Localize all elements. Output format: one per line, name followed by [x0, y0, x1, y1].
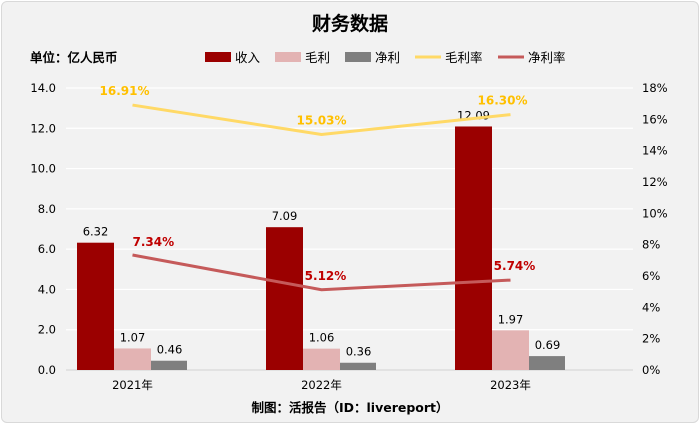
y-right-tick-label: 8% [642, 238, 660, 252]
y-left-tick-label: 14.0 [30, 81, 56, 95]
y-right-tick-label: 0% [642, 363, 660, 377]
bar-毛利-2023年 [492, 330, 529, 370]
bar-value-label: 1.97 [498, 312, 524, 326]
bar-value-label: 1.06 [309, 331, 335, 345]
bar-value-label: 0.36 [346, 345, 372, 359]
y-right-tick-label: 6% [642, 269, 660, 283]
legend-swatch [275, 52, 301, 62]
legend-swatch [205, 52, 231, 62]
line-value-label: 5.74% [494, 259, 536, 273]
bar-value-label: 0.46 [157, 343, 183, 357]
bar-收入-2022年 [266, 227, 303, 370]
legend-swatch [345, 52, 371, 62]
y-left-tick-label: 4.0 [38, 282, 56, 296]
legend-label: 净利 [375, 50, 400, 65]
y-left-tick-label: 10.0 [30, 162, 56, 176]
bar-毛利-2022年 [303, 348, 340, 370]
line-value-label: 16.91% [100, 84, 150, 98]
y-right-tick-label: 16% [642, 112, 668, 126]
source-label: 制图：活报告（ID：livereport） [251, 400, 448, 415]
y-right-tick-label: 4% [642, 300, 660, 314]
bar-value-label: 1.07 [120, 330, 146, 344]
bar-value-label: 6.32 [83, 225, 109, 239]
line-value-label: 16.30% [478, 94, 528, 108]
y-right-tick-label: 12% [642, 175, 668, 189]
bar-净利-2023年 [529, 356, 565, 370]
bar-收入-2021年 [77, 242, 114, 370]
bar-收入-2023年 [455, 126, 492, 370]
bar-净利-2022年 [340, 362, 376, 370]
y-left-tick-label: 12.0 [30, 121, 56, 135]
bar-净利-2021年 [151, 360, 187, 370]
legend-label: 净利率 [528, 50, 566, 65]
legend-label: 收入 [235, 50, 261, 65]
y-left-tick-label: 8.0 [38, 202, 56, 216]
line-value-label: 5.12% [305, 269, 347, 283]
y-right-tick-label: 2% [642, 332, 660, 346]
legend-label: 毛利 [305, 50, 330, 65]
chart-title: 财务数据 [312, 12, 388, 35]
bar-毛利-2021年 [114, 348, 151, 370]
y-left-tick-label: 0.0 [38, 363, 56, 377]
x-tick-label: 2021年 [112, 378, 153, 392]
x-tick-label: 2022年 [301, 378, 342, 392]
y-right-tick-label: 10% [642, 206, 668, 220]
x-tick-label: 2023年 [490, 378, 531, 392]
y-left-tick-label: 2.0 [38, 323, 56, 337]
y-left-tick-label: 6.0 [38, 242, 56, 256]
bar-value-label: 7.09 [272, 209, 298, 223]
unit-label: 单位：亿人民币 [30, 50, 118, 65]
bar-value-label: 0.69 [535, 338, 561, 352]
line-value-label: 7.34% [133, 235, 175, 249]
y-right-tick-label: 18% [642, 81, 668, 95]
y-right-tick-label: 14% [642, 144, 668, 158]
line-value-label: 15.03% [297, 114, 347, 128]
legend-label: 毛利率 [445, 50, 483, 65]
